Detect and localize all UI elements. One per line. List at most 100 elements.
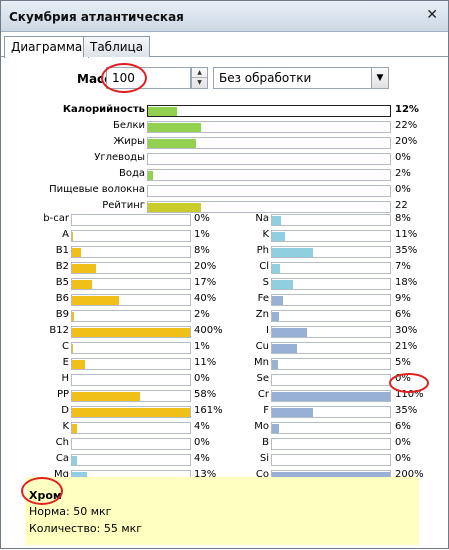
minerals-label-11: Cr — [257, 389, 269, 400]
minerals-value-10: 0% — [395, 373, 411, 384]
vitamins-label-8: C — [62, 341, 69, 352]
tab-table[interactable]: Таблица — [83, 36, 151, 57]
minerals-label-1: K — [262, 229, 269, 240]
vitamins-value-1: 1% — [194, 229, 210, 240]
info-title: Хром — [29, 489, 62, 502]
spin-down-icon[interactable]: ▼ — [197, 79, 202, 86]
minerals-bar-fill-1 — [272, 232, 285, 241]
minerals-label-9: Mn — [254, 357, 269, 368]
macros-bar-4[interactable] — [147, 169, 391, 181]
vitamins-bar-8[interactable] — [71, 342, 191, 354]
vitamins-bar-4[interactable] — [71, 278, 191, 290]
vitamins-bar-10[interactable] — [71, 374, 191, 386]
vitamins-bar-3[interactable] — [71, 262, 191, 274]
minerals-bar-fill-16 — [272, 472, 390, 481]
minerals-label-4: S — [262, 277, 269, 288]
mass-input[interactable] — [106, 67, 191, 89]
vitamins-bar-6[interactable] — [71, 310, 191, 322]
minerals-bar-fill-3 — [272, 264, 280, 273]
vitamins-label-2: B1 — [55, 245, 69, 256]
vitamins-bar-fill-8 — [72, 344, 73, 353]
info-panel: Хром Норма: 50 мкг Количество: 55 мкг — [25, 477, 419, 545]
minerals-label-6: Zn — [255, 309, 269, 320]
processing-select-value: Без обработки — [219, 71, 312, 85]
vitamins-bar-0[interactable] — [71, 214, 191, 226]
vitamins-bar-7[interactable] — [71, 326, 191, 338]
minerals-value-0: 8% — [395, 213, 411, 224]
vitamins-bar-13[interactable] — [71, 422, 191, 434]
minerals-bar-15[interactable] — [271, 454, 391, 466]
info-amount: Количество: 55 мкг — [29, 522, 143, 535]
minerals-bar-7[interactable] — [271, 326, 391, 338]
vitamins-bar-9[interactable] — [71, 358, 191, 370]
vitamins-bar-fill-6 — [72, 312, 74, 321]
vitamins-label-9: E — [62, 357, 69, 368]
vitamins-bar-15[interactable] — [71, 454, 191, 466]
macros-bar-fill-6 — [148, 203, 201, 212]
vitamins-bar-fill-3 — [72, 264, 96, 273]
minerals-bar-2[interactable] — [271, 246, 391, 258]
minerals-value-14: 0% — [395, 437, 411, 448]
vitamins-bar-1[interactable] — [71, 230, 191, 242]
macros-label-4: Вода — [118, 168, 145, 179]
minerals-value-7: 30% — [395, 325, 418, 336]
macros-bar-6[interactable] — [147, 201, 391, 213]
vitamins-bar-2[interactable] — [71, 246, 191, 258]
vitamins-value-8: 1% — [194, 341, 210, 352]
minerals-value-3: 7% — [395, 261, 411, 272]
vitamins-bar-14[interactable] — [71, 438, 191, 450]
vitamins-bar-12[interactable] — [71, 406, 191, 418]
minerals-value-4: 18% — [395, 277, 418, 288]
macros-bar-5[interactable] — [147, 185, 391, 197]
minerals-label-8: Cu — [255, 341, 269, 352]
chevron-down-icon[interactable]: ▼ — [371, 68, 388, 88]
minerals-label-15: Si — [259, 453, 269, 464]
macros-bar-2[interactable] — [147, 137, 391, 149]
minerals-bar-12[interactable] — [271, 406, 391, 418]
macros-bar-1[interactable] — [147, 121, 391, 133]
processing-select[interactable]: Без обработки ▼ — [213, 67, 389, 89]
minerals-bar-fill-9 — [272, 360, 278, 369]
close-icon[interactable]: ✕ — [426, 7, 438, 23]
info-norm: Норма: 50 мкг — [29, 505, 112, 518]
vitamins-bar-fill-15 — [72, 456, 77, 465]
minerals-bar-fill-5 — [272, 296, 283, 305]
minerals-value-2: 35% — [395, 245, 418, 256]
vitamins-value-11: 58% — [194, 389, 217, 400]
tab-bar: Диаграмма Таблица — [1, 34, 448, 58]
minerals-bar-9[interactable] — [271, 358, 391, 370]
tab-diagram[interactable]: Диаграмма — [4, 36, 90, 58]
vitamins-value-6: 2% — [194, 309, 210, 320]
vitamins-label-3: B2 — [55, 261, 69, 272]
macros-bar-0[interactable] — [147, 105, 391, 117]
vitamins-label-11: PP — [56, 389, 69, 400]
vitamins-bar-11[interactable] — [71, 390, 191, 402]
vitamins-bar-5[interactable] — [71, 294, 191, 306]
minerals-bar-1[interactable] — [271, 230, 391, 242]
minerals-bar-8[interactable] — [271, 342, 391, 354]
minerals-bar-10[interactable] — [271, 374, 391, 386]
minerals-bar-6[interactable] — [271, 310, 391, 322]
vitamins-value-16: 13% — [194, 469, 217, 480]
minerals-bar-13[interactable] — [271, 422, 391, 434]
minerals-bar-5[interactable] — [271, 294, 391, 306]
minerals-bar-3[interactable] — [271, 262, 391, 274]
minerals-bar-4[interactable] — [271, 278, 391, 290]
minerals-bar-14[interactable] — [271, 438, 391, 450]
minerals-label-14: B — [262, 437, 269, 448]
vitamins-bar-fill-2 — [72, 248, 81, 257]
macros-bar-fill-1 — [148, 123, 201, 132]
vitamins-value-3: 20% — [194, 261, 217, 272]
minerals-value-1: 11% — [395, 229, 418, 240]
minerals-label-10: Se — [256, 373, 270, 384]
macros-bar-3[interactable] — [147, 153, 391, 165]
minerals-bar-fill-0 — [272, 216, 281, 225]
minerals-bar-0[interactable] — [271, 214, 391, 226]
minerals-value-11: 110% — [395, 389, 424, 400]
minerals-value-12: 35% — [395, 405, 418, 416]
macros-label-6: Рейтинг — [102, 200, 145, 211]
spin-up-icon[interactable]: ▲ — [192, 68, 207, 78]
vitamins-label-4: B5 — [55, 277, 69, 288]
minerals-bar-11[interactable] — [271, 390, 391, 402]
vitamins-label-13: K — [62, 421, 69, 432]
